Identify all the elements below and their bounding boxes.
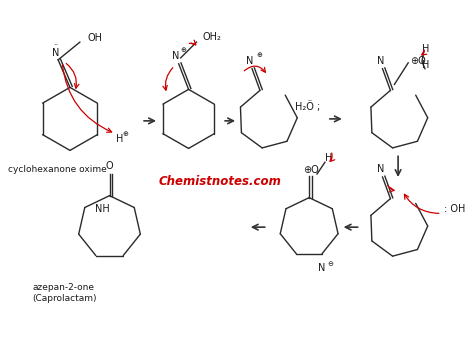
Text: ⊕O: ⊕O <box>303 165 319 175</box>
Text: ⊕: ⊕ <box>181 47 187 53</box>
Text: OH: OH <box>88 33 103 43</box>
Text: N: N <box>319 262 326 273</box>
Text: O: O <box>106 161 113 171</box>
Text: H: H <box>422 44 430 54</box>
Text: N: N <box>377 164 384 174</box>
Text: N: N <box>246 56 254 66</box>
Text: ··: ·· <box>54 42 59 51</box>
Text: Chemistnotes.com: Chemistnotes.com <box>159 176 282 188</box>
Text: H: H <box>325 153 333 163</box>
Text: : OH: : OH <box>444 205 465 214</box>
Text: N: N <box>377 56 384 66</box>
Text: ⊖: ⊖ <box>327 261 333 267</box>
Text: H₂Ö ;: H₂Ö ; <box>294 101 320 112</box>
Text: ⊕O: ⊕O <box>410 56 426 66</box>
Text: cyclohexanone oxime: cyclohexanone oxime <box>8 165 107 174</box>
Text: N: N <box>53 48 60 58</box>
Text: ⊕: ⊕ <box>256 52 262 58</box>
Text: OH₂: OH₂ <box>202 32 221 42</box>
Text: N: N <box>172 51 180 61</box>
Text: azepan-2-one
(Caprolactam): azepan-2-one (Caprolactam) <box>32 283 97 303</box>
Text: ⊕: ⊕ <box>122 131 128 137</box>
Text: NH: NH <box>95 205 109 215</box>
Text: H: H <box>116 134 123 143</box>
Text: H: H <box>422 60 430 70</box>
